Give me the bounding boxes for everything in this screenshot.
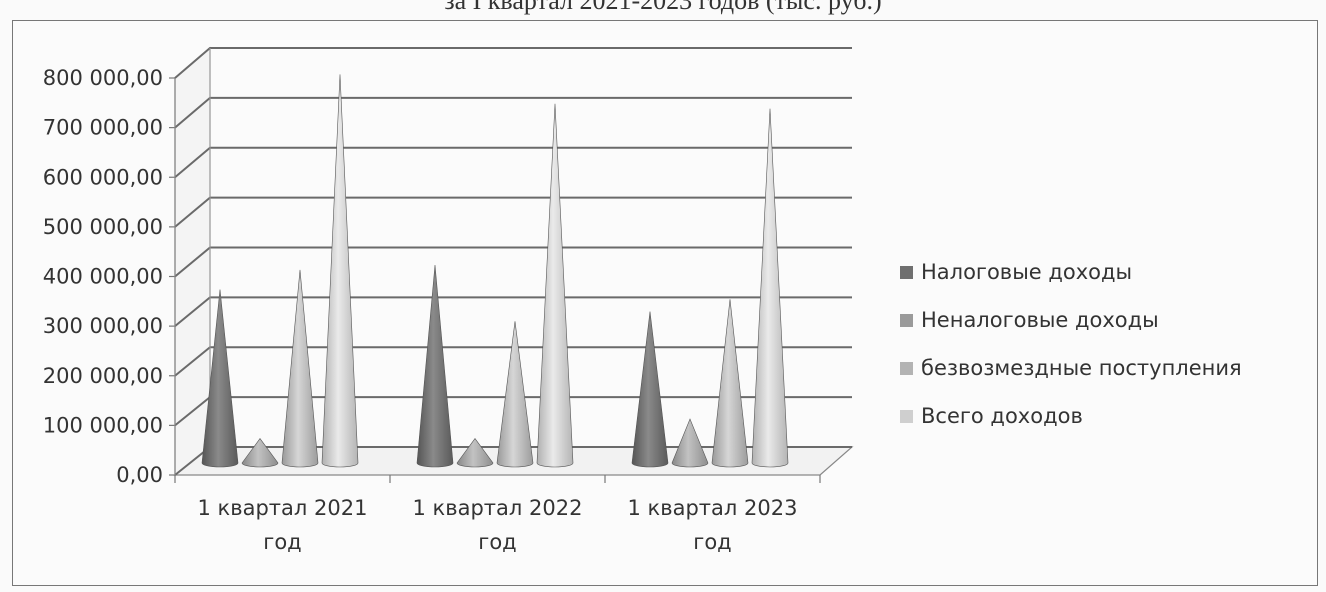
cone-body — [281, 269, 319, 468]
cone-body — [456, 438, 494, 468]
x-tick-label: 1 квартал 2023 — [628, 496, 798, 520]
bar — [671, 418, 709, 468]
category-layer: 1 квартал 2021 год 1 квартал 2022 год 1 квар… — [198, 496, 798, 554]
bar — [321, 74, 359, 468]
cone-body — [321, 74, 359, 468]
y-tick-label: 400 000,00 — [43, 265, 163, 289]
cone-body — [496, 321, 534, 468]
gridline — [174, 296, 852, 327]
bar — [456, 438, 494, 468]
bar — [496, 321, 534, 468]
bar — [241, 438, 279, 468]
x-tick-label: год — [263, 530, 301, 554]
legend-item: Неналоговые доходы — [900, 296, 1242, 344]
legend-swatch — [900, 313, 913, 327]
gridline — [174, 196, 852, 228]
x-tick-label: 1 квартал 2022 — [413, 496, 583, 520]
bar — [536, 103, 574, 468]
cone-body — [631, 311, 669, 468]
gridline — [174, 96, 852, 129]
legend-item: Всего доходов — [900, 392, 1242, 440]
cone-body — [671, 418, 709, 468]
legend-swatch — [900, 361, 913, 375]
bar-layer — [201, 74, 789, 468]
legend-swatch — [900, 409, 913, 423]
x-tick-label: год — [693, 530, 731, 554]
x-tick-label: 1 квартал 2021 — [198, 496, 368, 520]
y-tick-label: 300 000,00 — [43, 314, 163, 338]
bar — [416, 265, 454, 468]
bar — [751, 108, 789, 468]
chart-frame — [12, 20, 1318, 586]
y-tick-label: 700 000,00 — [43, 116, 163, 140]
y-tick-layer: 0,00 100 000,00 200 000,00 300 000,00 400 00… — [43, 66, 163, 487]
legend-label: Всего доходов — [921, 404, 1083, 428]
legend-label: безвозмездные поступления — [921, 356, 1242, 380]
cone-body — [201, 289, 239, 468]
x-tick-label: год — [478, 530, 516, 554]
bar — [631, 311, 669, 468]
y-tick-label: 100 000,00 — [43, 413, 163, 437]
legend-item: Налоговые доходы — [900, 248, 1242, 296]
cone-body — [241, 438, 279, 468]
cone-body — [416, 265, 454, 468]
y-tick-label: 200 000,00 — [43, 364, 163, 388]
y-tick-label: 0,00 — [116, 463, 163, 487]
y-tick-label: 500 000,00 — [43, 215, 163, 239]
bar — [201, 289, 239, 468]
y-tick-label: 800 000,00 — [43, 66, 163, 90]
legend-swatch — [900, 265, 913, 279]
legend-label: Налоговые доходы — [921, 260, 1133, 284]
cone-body — [751, 108, 789, 468]
chart-title: за I квартал 2021-2023 годов (тыс. руб.) — [444, 0, 882, 15]
bar — [281, 269, 319, 468]
gridline — [174, 47, 852, 79]
legend: Налоговые доходы Неналоговые доходы безв… — [900, 248, 1242, 440]
legend-label: Неналоговые доходы — [921, 308, 1159, 332]
cone-body — [711, 299, 749, 468]
gridline — [174, 146, 852, 179]
gridline — [174, 246, 852, 278]
legend-item: безвозмездные поступления — [900, 344, 1242, 392]
cone-body — [536, 103, 574, 468]
bar — [711, 299, 749, 468]
y-tick-label: 600 000,00 — [43, 165, 163, 189]
